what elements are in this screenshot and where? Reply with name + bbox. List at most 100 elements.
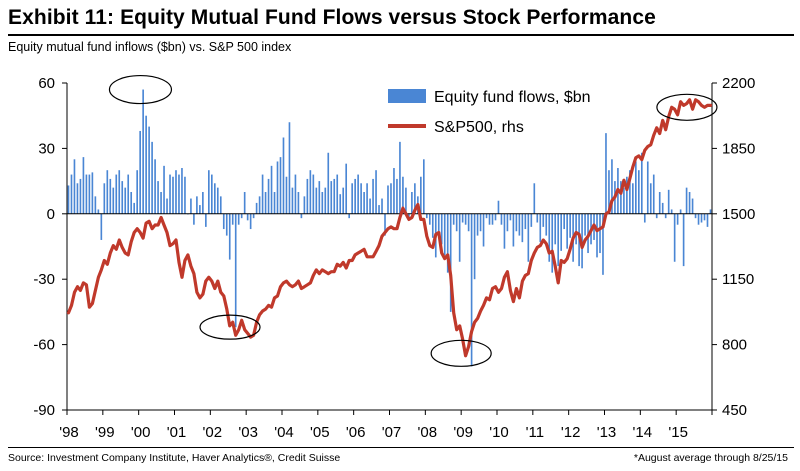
flow-bar (70, 174, 73, 214)
chart-legend: Equity fund flows, $bn S&P500, rhs (388, 89, 591, 136)
flow-bar (300, 213, 303, 219)
flow-bar (384, 213, 386, 236)
flow-bar (700, 213, 703, 223)
flow-bar (112, 187, 115, 214)
x-tick-label: '02 (203, 424, 223, 441)
flow-bar (697, 213, 700, 225)
flow-bar (414, 183, 416, 214)
flow-bar (231, 213, 234, 225)
flow-bar (390, 183, 392, 214)
flow-bar (249, 213, 252, 230)
legend-swatch-flows (388, 89, 426, 103)
flow-bar (118, 170, 121, 214)
flow-bar (649, 183, 652, 214)
flow-bar (303, 196, 306, 214)
right-tick-label: 1850 (722, 140, 755, 157)
flow-bar (575, 213, 577, 245)
left-tick-label: -90 (33, 402, 55, 419)
flow-bar (408, 213, 410, 219)
flow-bar (213, 183, 216, 214)
flow-bar (706, 213, 709, 227)
flow-bar (127, 174, 130, 214)
flow-bar (76, 183, 79, 214)
x-tick-label: '07 (382, 424, 402, 441)
x-tick-label: '03 (238, 424, 258, 441)
flow-bar (557, 213, 560, 267)
flow-bar (142, 89, 144, 214)
highlight-ellipse (656, 93, 718, 121)
x-tick-label: '01 (167, 424, 187, 441)
flow-bar (485, 213, 488, 219)
flow-bar (709, 209, 712, 214)
sp500-line-group (66, 98, 713, 358)
flow-bar (563, 213, 565, 230)
flow-bar (246, 213, 249, 221)
legend-label-flows: Equity fund flows, $bn (434, 89, 591, 106)
flow-bar (255, 202, 258, 214)
flow-bar (691, 198, 694, 214)
flow-bar (635, 161, 637, 214)
sp500-line (66, 98, 713, 358)
flow-bar (306, 178, 309, 214)
source-note: Source: Investment Company Institute, Ha… (8, 452, 341, 464)
flow-bar (512, 213, 515, 247)
flow-bar (282, 137, 285, 214)
flow-bar (667, 189, 670, 214)
flow-bar (100, 213, 103, 240)
flow-bar (94, 196, 97, 214)
flow-bar (237, 213, 240, 225)
x-tick-label: '08 (418, 424, 438, 441)
flow-bar (345, 163, 348, 214)
flow-bar (148, 126, 150, 214)
flow-bar (640, 152, 643, 214)
flow-bar (181, 168, 183, 214)
flow-bar (703, 213, 706, 221)
flow-bar (291, 187, 294, 214)
flow-bar (318, 181, 321, 214)
flow-bar (423, 159, 425, 214)
flow-bar (333, 178, 336, 214)
flow-bar (178, 174, 180, 214)
flow-bar (157, 181, 159, 214)
flow-bar (443, 213, 446, 256)
flow-bar (542, 213, 545, 227)
flow-bar (446, 213, 449, 273)
flow-bar (676, 213, 679, 225)
chart-axes: 60 30 0 -30 -60 -90 2200 1850 1500 1150 800 450 '98 '… (33, 75, 755, 441)
flow-bar (569, 213, 571, 238)
flow-bar (584, 213, 586, 236)
flow-bar (661, 202, 664, 214)
flow-bar (199, 205, 201, 214)
flow-bar (73, 159, 76, 214)
flow-bar (497, 200, 500, 214)
flow-bar (449, 213, 452, 312)
flow-bar (196, 196, 198, 214)
flow-bar (339, 194, 342, 214)
flow-bar (360, 183, 362, 214)
flow-bar (124, 187, 127, 214)
flow-bar (91, 172, 94, 214)
flow-bar (638, 170, 640, 214)
flow-bar (285, 176, 288, 214)
footnote: *August average through 8/25/15 (633, 452, 788, 464)
flow-bar (664, 213, 667, 219)
flow-bar (458, 213, 461, 262)
flow-bar (169, 174, 171, 214)
flow-bar (234, 213, 237, 328)
flow-bar (470, 213, 473, 367)
right-tick-label: 800 (722, 337, 747, 354)
flow-bar (136, 170, 138, 214)
chart-canvas: 60 30 0 -30 -60 -90 2200 1850 1500 1150 800 450 '98 '… (33, 74, 755, 441)
flow-bar (464, 213, 467, 225)
flow-bar (327, 152, 330, 214)
highlight-ellipses (108, 74, 718, 367)
flow-bar (211, 174, 213, 214)
flow-bar (264, 192, 267, 214)
flow-bar (548, 213, 551, 262)
flow-bar (479, 213, 482, 232)
flow-bar (605, 133, 607, 214)
left-tick-label: -60 (33, 337, 55, 354)
flow-bar (533, 183, 536, 214)
x-tick-label: '10 (489, 424, 509, 441)
flow-bar (378, 205, 380, 214)
